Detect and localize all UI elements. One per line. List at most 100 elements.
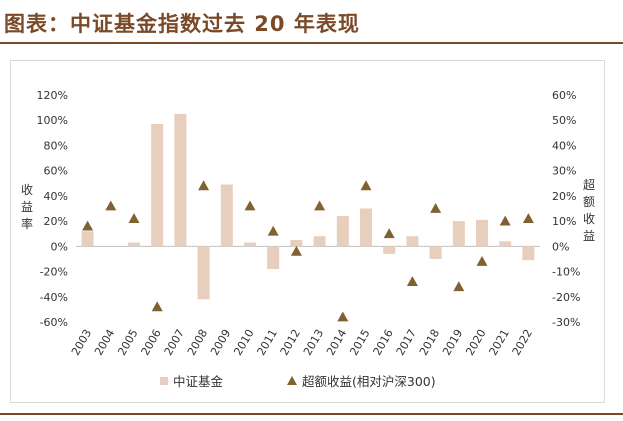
x-tick-label: 2006 — [139, 327, 164, 358]
marker-2018 — [430, 203, 442, 213]
right-tick-label: 30% — [552, 165, 576, 178]
ylabel-right-char: 收 — [583, 212, 595, 226]
x-tick-label: 2018 — [417, 327, 442, 358]
x-tick-label: 2008 — [185, 327, 210, 358]
marker-2015 — [360, 180, 372, 191]
bar-2017 — [406, 236, 419, 247]
ylabel-left-char: 益 — [21, 200, 33, 214]
bottom-divider — [0, 413, 623, 415]
ylabel-right-char: 额 — [583, 195, 595, 209]
bar-2018 — [429, 246, 442, 259]
marker-2019 — [453, 281, 465, 292]
right-tick-label: 60% — [552, 89, 576, 102]
left-tick-label: -60% — [40, 316, 68, 329]
x-tick-label: 2016 — [371, 327, 396, 358]
marker-series — [82, 180, 534, 322]
bar-2014 — [336, 216, 349, 247]
legend-bar-swatch — [160, 377, 168, 385]
marker-2016 — [383, 228, 395, 239]
bar-2019 — [452, 221, 465, 247]
left-tick-label: 20% — [44, 215, 68, 228]
right-axis-label: 超额收益 — [583, 177, 595, 243]
bar-2010 — [244, 242, 256, 247]
x-tick-label: 2021 — [487, 327, 512, 358]
marker-2020 — [476, 255, 488, 266]
marker-2014 — [337, 311, 349, 322]
legend-bar-label: 中证基金 — [173, 374, 224, 389]
bar-2021 — [499, 241, 512, 247]
bar-2003 — [81, 231, 94, 247]
x-tick-label: 2019 — [440, 327, 465, 358]
chart-frame — [10, 60, 605, 403]
left-tick-label: 120% — [37, 89, 68, 102]
bar-2008 — [197, 246, 210, 300]
left-axis-label: 收益率 — [21, 183, 33, 231]
x-tick-label: 2022 — [510, 327, 535, 358]
marker-2004 — [105, 200, 117, 211]
right-tick-label: -20% — [552, 291, 580, 304]
x-tick-label: 2010 — [231, 327, 256, 358]
marker-2006 — [151, 301, 163, 312]
marker-2008 — [198, 180, 210, 191]
bar-2005 — [128, 242, 140, 247]
x-tick-label: 2017 — [394, 327, 419, 358]
page-title: 图表：中证基金指数过去 20 年表现 — [4, 12, 360, 36]
title-bar: 图表：中证基金指数过去 20 年表现 — [0, 0, 623, 42]
x-tick-label: 2009 — [208, 327, 233, 358]
right-tick-label: 50% — [552, 114, 576, 127]
x-tick-label: 2003 — [69, 327, 94, 358]
left-axis-ticks: -60% -40% -20% 0% 20% 40% 60% 80% 100% 120% — [37, 89, 68, 329]
marker-2013 — [314, 200, 326, 211]
marker-2017 — [406, 276, 418, 287]
bar-series — [81, 113, 535, 300]
left-tick-label: -40% — [40, 291, 68, 304]
left-tick-label: 100% — [37, 114, 68, 127]
x-tick-label: 2005 — [115, 327, 140, 358]
right-axis-ticks: -30% -20% -10% 0% 10% 20% 30% 40% 50% 60% — [552, 89, 580, 329]
bar-2009 — [220, 184, 233, 247]
bar-2020 — [476, 219, 488, 247]
x-tick-label: 2020 — [463, 327, 488, 358]
x-tick-label: 2004 — [92, 327, 117, 358]
ylabel-right-char: 超 — [583, 177, 595, 192]
x-tick-label: 2011 — [255, 327, 280, 358]
legend: 中证基金 超额收益(相对沪深300) — [160, 374, 436, 389]
left-tick-label: 80% — [44, 139, 68, 152]
title-divider — [0, 42, 623, 44]
bar-2012 — [290, 240, 303, 247]
legend-marker-label: 超额收益(相对沪深300) — [302, 374, 436, 389]
marker-2012 — [290, 245, 302, 256]
x-tick-label: 2012 — [278, 327, 303, 358]
legend-marker-swatch — [287, 376, 297, 385]
left-tick-label: 0% — [51, 240, 68, 253]
bar-2016 — [383, 246, 396, 254]
marker-2005 — [128, 213, 140, 223]
left-tick-label: 60% — [44, 165, 68, 178]
x-axis-ticks: 2003200420052006200720082009201020112012… — [69, 327, 535, 358]
marker-2022 — [522, 213, 534, 223]
bar-2011 — [267, 246, 280, 270]
x-tick-label: 2014 — [324, 327, 349, 358]
bar-2007 — [174, 113, 187, 247]
x-tick-label: 2015 — [347, 327, 372, 358]
bar-2006 — [151, 124, 164, 247]
ylabel-left-char: 收 — [21, 183, 33, 197]
bar-2022 — [522, 246, 535, 261]
right-tick-label: -10% — [552, 266, 580, 279]
marker-2011 — [267, 225, 279, 236]
ylabel-left-char: 率 — [21, 216, 33, 231]
left-tick-label: 40% — [44, 190, 68, 203]
right-tick-label: 20% — [552, 190, 576, 203]
right-tick-label: 40% — [552, 139, 576, 152]
x-tick-label: 2007 — [162, 327, 187, 358]
bar-2015 — [360, 208, 372, 247]
right-tick-label: 10% — [552, 215, 576, 228]
right-tick-label: 0% — [552, 240, 569, 253]
ylabel-right-char: 益 — [583, 229, 595, 243]
x-tick-label: 2013 — [301, 327, 326, 358]
marker-2021 — [499, 215, 511, 226]
marker-2003 — [82, 220, 94, 231]
marker-2010 — [244, 200, 256, 211]
right-tick-label: -30% — [552, 316, 580, 329]
